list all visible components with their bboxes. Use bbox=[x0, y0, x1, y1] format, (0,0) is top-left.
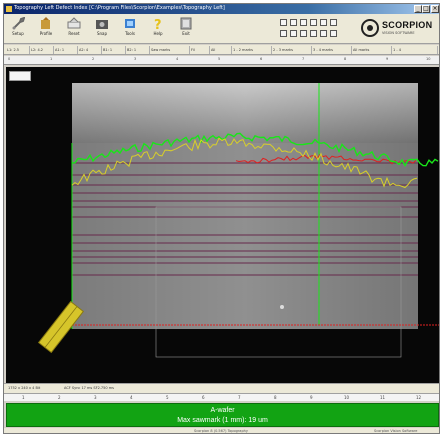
profile-icon bbox=[41, 17, 50, 29]
defect-spot bbox=[280, 305, 284, 309]
footer-version: Scorpion 8 (0.567) Topography bbox=[194, 429, 248, 433]
ruler-label: 10 bbox=[344, 395, 350, 400]
status-bar: 1752 x 240 x 4 Bit ACF Sync 17 ms SF2.75… bbox=[4, 383, 439, 393]
wafer-top-shading bbox=[72, 83, 418, 143]
ruler-label: 5 bbox=[166, 395, 169, 400]
grid-icon[interactable] bbox=[280, 30, 287, 37]
scale-label: 5 bbox=[218, 57, 221, 61]
reset-icon bbox=[67, 17, 81, 29]
result-wafer-label: A-wafer bbox=[210, 407, 235, 414]
zoom-in-icon[interactable] bbox=[280, 19, 287, 26]
filter-cell[interactable]: A1: 1 bbox=[54, 46, 78, 54]
close-button[interactable]: × bbox=[431, 5, 439, 13]
tools-icon bbox=[125, 19, 135, 28]
ruler-label: 1 bbox=[22, 395, 25, 400]
status-image-info: 1752 x 240 x 4 Bit bbox=[8, 386, 41, 390]
filter-cell[interactable]: All bbox=[210, 46, 232, 54]
view-tool-icons bbox=[280, 19, 350, 41]
ruler-label: 9 bbox=[310, 395, 313, 400]
reset-button[interactable]: Reset bbox=[62, 16, 86, 42]
exit-button[interactable]: Exit bbox=[174, 16, 198, 42]
settings-icon[interactable] bbox=[330, 30, 337, 37]
pan-icon[interactable] bbox=[310, 19, 317, 26]
status-timing: ACF Sync 17 ms SF2.750 ms bbox=[64, 386, 114, 390]
exit-icon bbox=[180, 17, 192, 30]
ruler-label: 3 bbox=[94, 395, 97, 400]
scale-label: 3 bbox=[134, 57, 137, 61]
help-icon: ? bbox=[154, 18, 162, 30]
scale-label: 2 bbox=[92, 57, 95, 61]
sawmark-marker bbox=[37, 300, 85, 354]
filter-cell[interactable]: All marks bbox=[352, 46, 392, 54]
result-sawmark-value: Max sawmark (1 mm): 19 um bbox=[177, 417, 268, 424]
filter-cell[interactable]: L1: 2.5 bbox=[6, 46, 30, 54]
scale-label: 1 bbox=[50, 57, 53, 61]
search-icon[interactable] bbox=[290, 30, 297, 37]
setup-button[interactable]: Setup bbox=[6, 16, 30, 42]
logo-name: SCORPION bbox=[382, 20, 433, 30]
scale-label: 6 bbox=[260, 57, 263, 61]
scale-label: 10 bbox=[426, 57, 431, 61]
inspection-image-view[interactable] bbox=[6, 67, 439, 383]
scale-label: 9 bbox=[386, 57, 389, 61]
filter-cell[interactable]: B2: 1 bbox=[126, 46, 150, 54]
camera-icon bbox=[96, 20, 108, 29]
inspection-image bbox=[37, 83, 439, 358]
help-button[interactable]: ? Help bbox=[146, 16, 170, 42]
filter-cell[interactable]: 2 - 3 marks bbox=[272, 46, 312, 54]
scale-label: 0 bbox=[8, 57, 11, 61]
green-profile-line bbox=[71, 132, 439, 167]
title-bar: Topography Left Defect Index [C:\Program… bbox=[4, 4, 439, 14]
close-icon[interactable] bbox=[320, 30, 327, 37]
result-panel: A-wafer Max sawmark (1 mm): 19 um bbox=[6, 403, 439, 427]
filter-row: L1: 2.5 L2: 4.2 A1: 1 A2: 4 B1: 1 B2: 1 … bbox=[4, 45, 439, 55]
ruler-label: 11 bbox=[380, 395, 386, 400]
arrow-down-icon[interactable] bbox=[310, 30, 317, 37]
filter-cell[interactable]: L2: 4.2 bbox=[30, 46, 54, 54]
application-window: Topography Left Defect Index [C:\Program… bbox=[3, 3, 440, 434]
scale-label: 8 bbox=[344, 57, 347, 61]
toolbar: Setup Profile Reset Snap Tools ? Help Ex… bbox=[4, 14, 439, 44]
footer-vendor: Scorpion Vision Software bbox=[374, 429, 418, 433]
scale-label: 4 bbox=[176, 57, 179, 61]
window-title: Topography Left Defect Index [C:\Program… bbox=[14, 5, 225, 11]
scorpion-logo-icon bbox=[361, 19, 379, 37]
minimize-button[interactable]: _ bbox=[414, 5, 422, 13]
footer-bar: Scorpion 8 (0.567) Topography Scorpion V… bbox=[4, 428, 439, 433]
app-icon bbox=[6, 6, 12, 12]
wrench-icon bbox=[12, 17, 25, 30]
filter-cell[interactable]: Saw marks bbox=[150, 46, 190, 54]
ruler-label: 12 bbox=[416, 395, 422, 400]
ruler-label: 4 bbox=[130, 395, 133, 400]
filter-cell[interactable]: Fil bbox=[190, 46, 210, 54]
logo-tagline: VISION SOFTWARE bbox=[382, 31, 415, 35]
profile-button[interactable]: Profile bbox=[34, 16, 58, 42]
filter-cell[interactable]: 3 - 4 marks bbox=[312, 46, 352, 54]
tools-button[interactable]: Tools bbox=[118, 16, 142, 42]
zoom-out-icon[interactable] bbox=[290, 19, 297, 26]
thumbnail-preview[interactable] bbox=[9, 71, 31, 81]
scale-row: 0 1 2 3 4 5 6 7 8 9 10 bbox=[4, 56, 439, 65]
ruler-label: 7 bbox=[238, 395, 241, 400]
scorpion-logo: SCORPION VISION SOFTWARE bbox=[361, 18, 439, 40]
ruler-label: 8 bbox=[274, 395, 277, 400]
pointer-icon[interactable] bbox=[330, 19, 337, 26]
svg-text:?: ? bbox=[154, 18, 162, 30]
snap-button[interactable]: Snap bbox=[90, 16, 114, 42]
scale-label: 7 bbox=[302, 57, 305, 61]
ruler-label: 6 bbox=[202, 395, 205, 400]
filter-cell[interactable]: B1: 1 bbox=[102, 46, 126, 54]
filter-cell[interactable]: 1 - 2 marks bbox=[232, 46, 272, 54]
position-ruler: 1 2 3 4 5 6 7 8 9 10 11 12 bbox=[4, 393, 439, 401]
red-profile-line bbox=[235, 153, 417, 165]
arrow-up-icon[interactable] bbox=[300, 30, 307, 37]
measure-icon[interactable] bbox=[320, 19, 327, 26]
zoom-fit-icon[interactable] bbox=[300, 19, 307, 26]
filter-cell[interactable]: A2: 4 bbox=[78, 46, 102, 54]
filter-cell[interactable]: 1 - 4 bbox=[392, 46, 438, 54]
maximize-button[interactable]: □ bbox=[422, 5, 430, 13]
measurement-region-box bbox=[155, 206, 402, 358]
yellow-profile-line bbox=[71, 137, 418, 189]
ruler-label: 2 bbox=[58, 395, 61, 400]
